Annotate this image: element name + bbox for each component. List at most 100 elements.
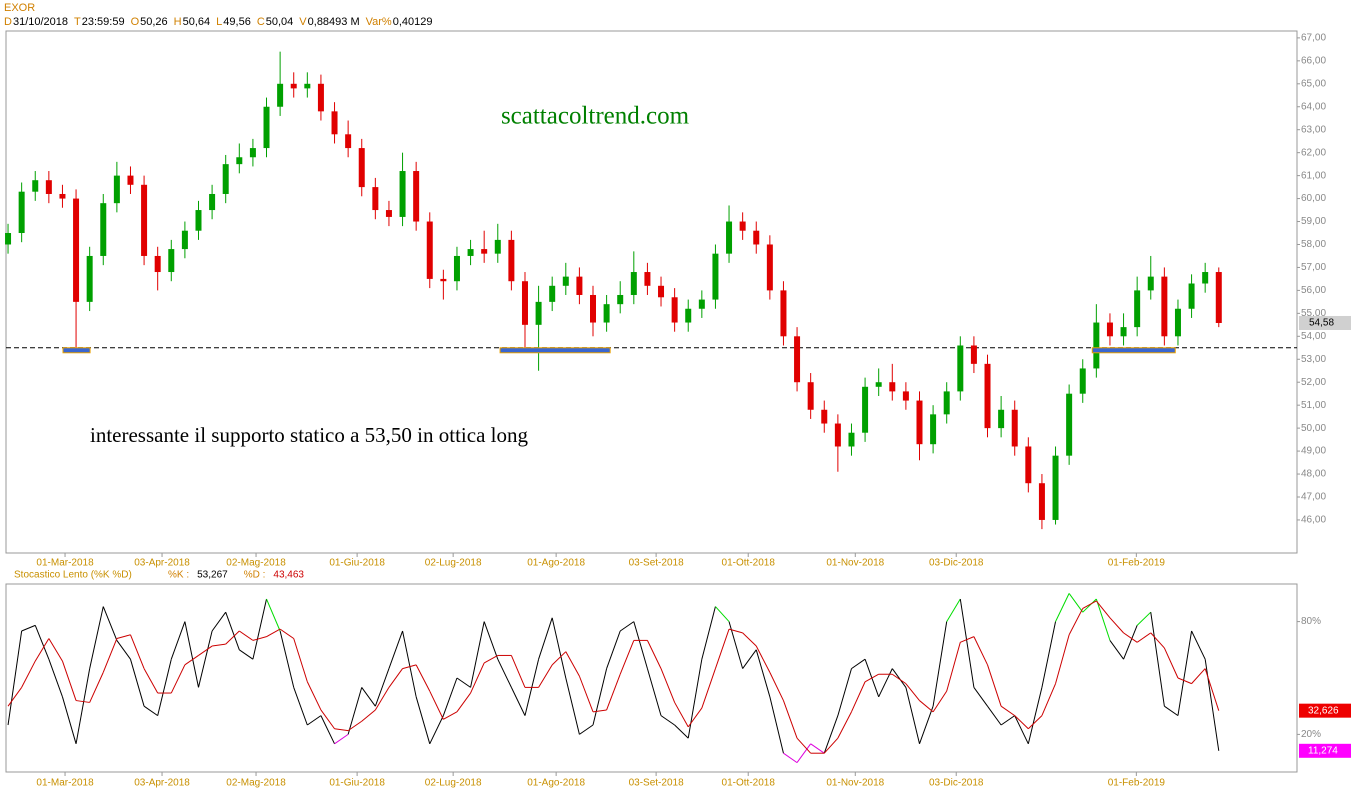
stochastic-line xyxy=(701,606,716,660)
candle-body xyxy=(957,345,964,392)
candle-body xyxy=(413,171,420,222)
stochastic-line xyxy=(1014,715,1029,745)
stochastic-line xyxy=(851,658,866,670)
stochastic-line xyxy=(470,621,485,688)
candle-body xyxy=(1120,327,1127,337)
x-tick-label: 02-Mag-2018 xyxy=(226,558,286,569)
stochastic-line xyxy=(823,737,839,754)
candle-body xyxy=(1106,322,1113,337)
candle-body xyxy=(440,278,447,282)
candle-body xyxy=(1025,446,1032,484)
x-tick-label: 01-Feb-2019 xyxy=(1108,558,1166,569)
y-tick-label: 58,00 xyxy=(1301,239,1326,250)
stochastic-line xyxy=(551,617,567,679)
stochastic-line xyxy=(987,705,1002,726)
stochastic-line xyxy=(184,655,199,666)
y-tick-label: 46,00 xyxy=(1301,515,1326,526)
stochastic-line xyxy=(551,651,567,666)
candle-body xyxy=(875,382,882,387)
stochastic-line xyxy=(157,659,172,716)
header-key: D xyxy=(4,16,12,28)
stochastic-line xyxy=(1082,600,1097,609)
candle-body xyxy=(59,193,66,199)
stochastic-line xyxy=(646,668,662,716)
candle-body xyxy=(45,180,52,194)
header-value: 0,88493 M xyxy=(308,16,360,28)
stochastic-line xyxy=(837,668,852,716)
stochastic-line xyxy=(116,640,131,660)
candle-body xyxy=(862,386,869,433)
annotation: interessante il supporto statico a 53,50… xyxy=(90,423,528,447)
stochastic-line xyxy=(606,630,621,669)
stochastic-line xyxy=(89,672,104,703)
stochastic-line xyxy=(347,720,363,732)
x-tick-label: 03-Dic-2018 xyxy=(929,558,984,569)
y-tick-label: 59,00 xyxy=(1301,216,1326,227)
candle-body xyxy=(508,239,515,282)
header-value: 31/10/2018 xyxy=(13,16,68,28)
candle-body xyxy=(549,285,556,302)
stochastic-line xyxy=(619,640,635,675)
stochastic-line xyxy=(279,628,295,639)
candle-body xyxy=(236,157,243,165)
stochastic-line xyxy=(252,598,268,660)
stochastic-line xyxy=(1027,687,1043,744)
candle-body xyxy=(372,187,379,211)
stochastic-line xyxy=(606,674,621,711)
stochastic-line xyxy=(21,624,36,632)
stochastic-line xyxy=(783,752,798,764)
candle-body xyxy=(1188,283,1195,309)
stochastic-line xyxy=(402,630,417,697)
candle-body xyxy=(644,272,651,286)
candle-body xyxy=(399,171,406,217)
candle-body xyxy=(127,175,134,185)
stochastic-line xyxy=(987,664,1002,707)
stochastic-line xyxy=(782,700,798,739)
stochastic-line xyxy=(21,660,36,688)
y-tick-label: 51,00 xyxy=(1301,400,1326,411)
y-tick-label: 67,00 xyxy=(1301,33,1326,44)
candle-body xyxy=(1052,455,1059,520)
stochastic-line xyxy=(660,715,675,726)
stochastic-line xyxy=(388,668,403,688)
candle-body xyxy=(1066,393,1073,456)
stochastic-line xyxy=(619,621,635,632)
stochastic-line xyxy=(266,598,281,632)
stochastic-line xyxy=(143,705,158,717)
price-panel xyxy=(5,30,1298,554)
y-tick-label: 20% xyxy=(1301,729,1321,740)
y-tick-label: 66,00 xyxy=(1301,55,1326,66)
stochastic-line xyxy=(892,673,907,685)
candle-body xyxy=(195,210,202,231)
stochastic-line xyxy=(102,638,118,673)
candle-body xyxy=(698,299,705,309)
x-tick-label: 01-Ago-2018 xyxy=(527,778,585,789)
stochastic-line xyxy=(592,709,607,713)
stochastic-line xyxy=(1095,600,1111,619)
candle-body xyxy=(766,244,773,291)
candle-body xyxy=(1038,483,1045,520)
stochastic-line xyxy=(755,649,771,697)
y-tick-label: 55,00 xyxy=(1301,308,1326,319)
y-tick-label: 60,00 xyxy=(1301,193,1326,204)
last-price-box xyxy=(1299,315,1351,330)
stochastic-line xyxy=(837,711,852,739)
header-key: O xyxy=(131,16,140,28)
candle-body xyxy=(385,210,392,217)
stochastic-line xyxy=(973,687,988,707)
header-value: 50,64 xyxy=(183,16,211,28)
x-tick-label: 01-Nov-2018 xyxy=(826,778,884,789)
candle-body xyxy=(317,83,324,112)
y-tick-label: 80% xyxy=(1301,616,1321,627)
y-tick-label: 61,00 xyxy=(1301,170,1326,181)
stochastic-line xyxy=(674,702,689,728)
stochastic-line xyxy=(796,737,812,754)
candle-body xyxy=(848,432,855,447)
stochastic-line xyxy=(687,707,703,728)
stochastic-line xyxy=(320,709,335,730)
stochastic-line xyxy=(102,606,118,641)
stochastic-line xyxy=(1068,593,1084,613)
stochastic-line xyxy=(742,632,757,647)
candle-body xyxy=(86,255,93,302)
stochastic-line xyxy=(48,638,63,662)
